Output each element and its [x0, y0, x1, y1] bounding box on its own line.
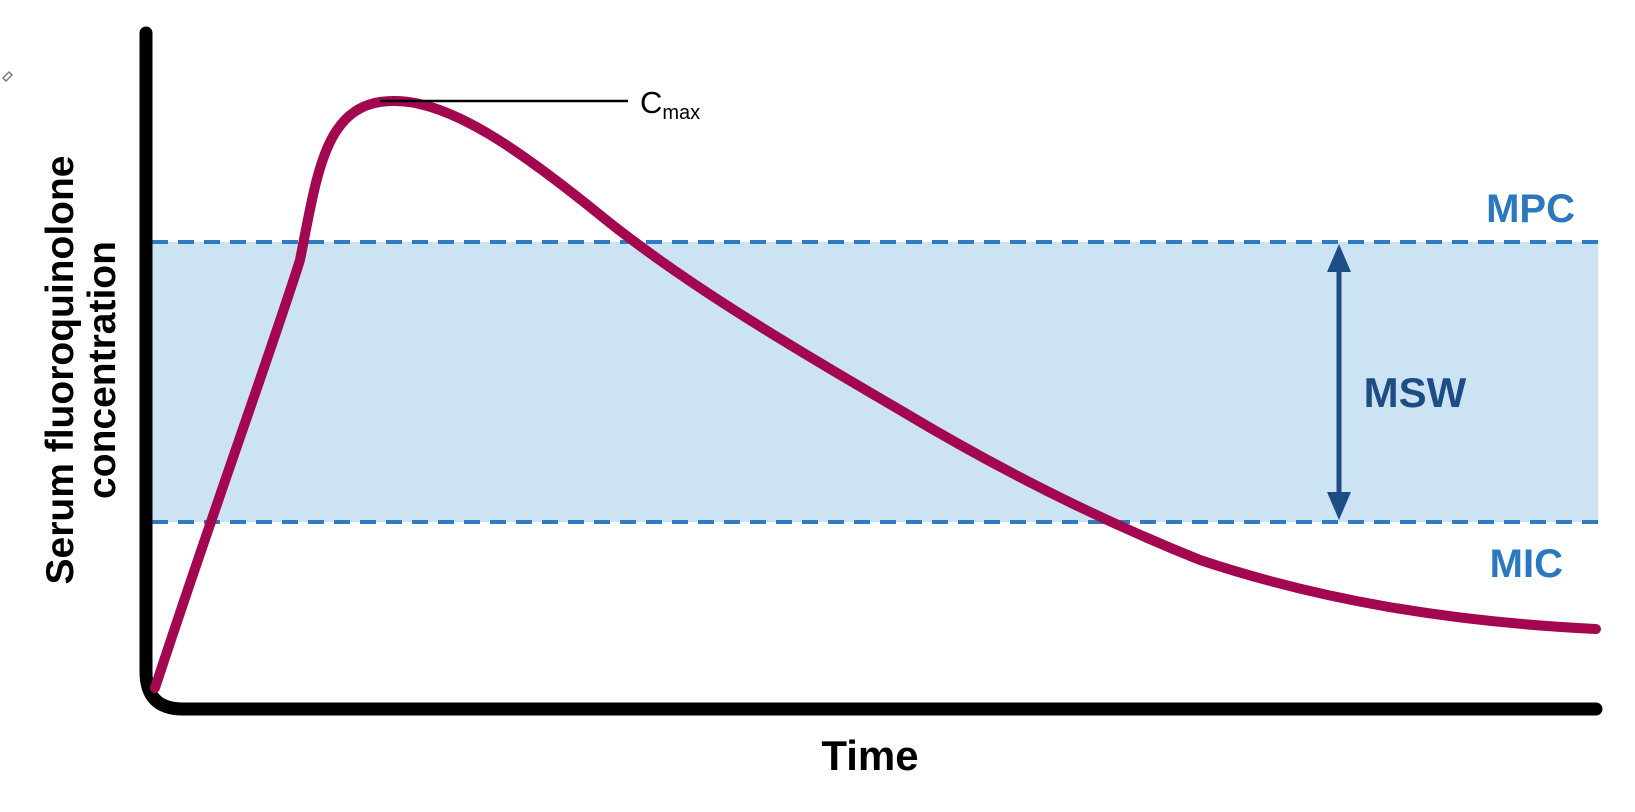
- cmax-subscript: max: [662, 102, 700, 124]
- cmax-main: C: [640, 85, 662, 120]
- msw-band: [152, 242, 1598, 522]
- mic-label: MIC: [1490, 542, 1563, 586]
- paperclip-icon: [2, 71, 13, 82]
- msw-arrow: [1327, 244, 1351, 520]
- cmax-label: Cmax: [640, 85, 700, 124]
- msw-label: MSW: [1364, 369, 1467, 416]
- y-axis-title-line1: Serum fluoroquinolone: [39, 156, 82, 585]
- x-axis-title: Time: [821, 732, 918, 779]
- y-axis-title-line2: concentration: [81, 241, 124, 499]
- axes: [139, 26, 1603, 716]
- concentration-curve: [150, 95, 1601, 693]
- mpc-label: MPC: [1486, 187, 1575, 231]
